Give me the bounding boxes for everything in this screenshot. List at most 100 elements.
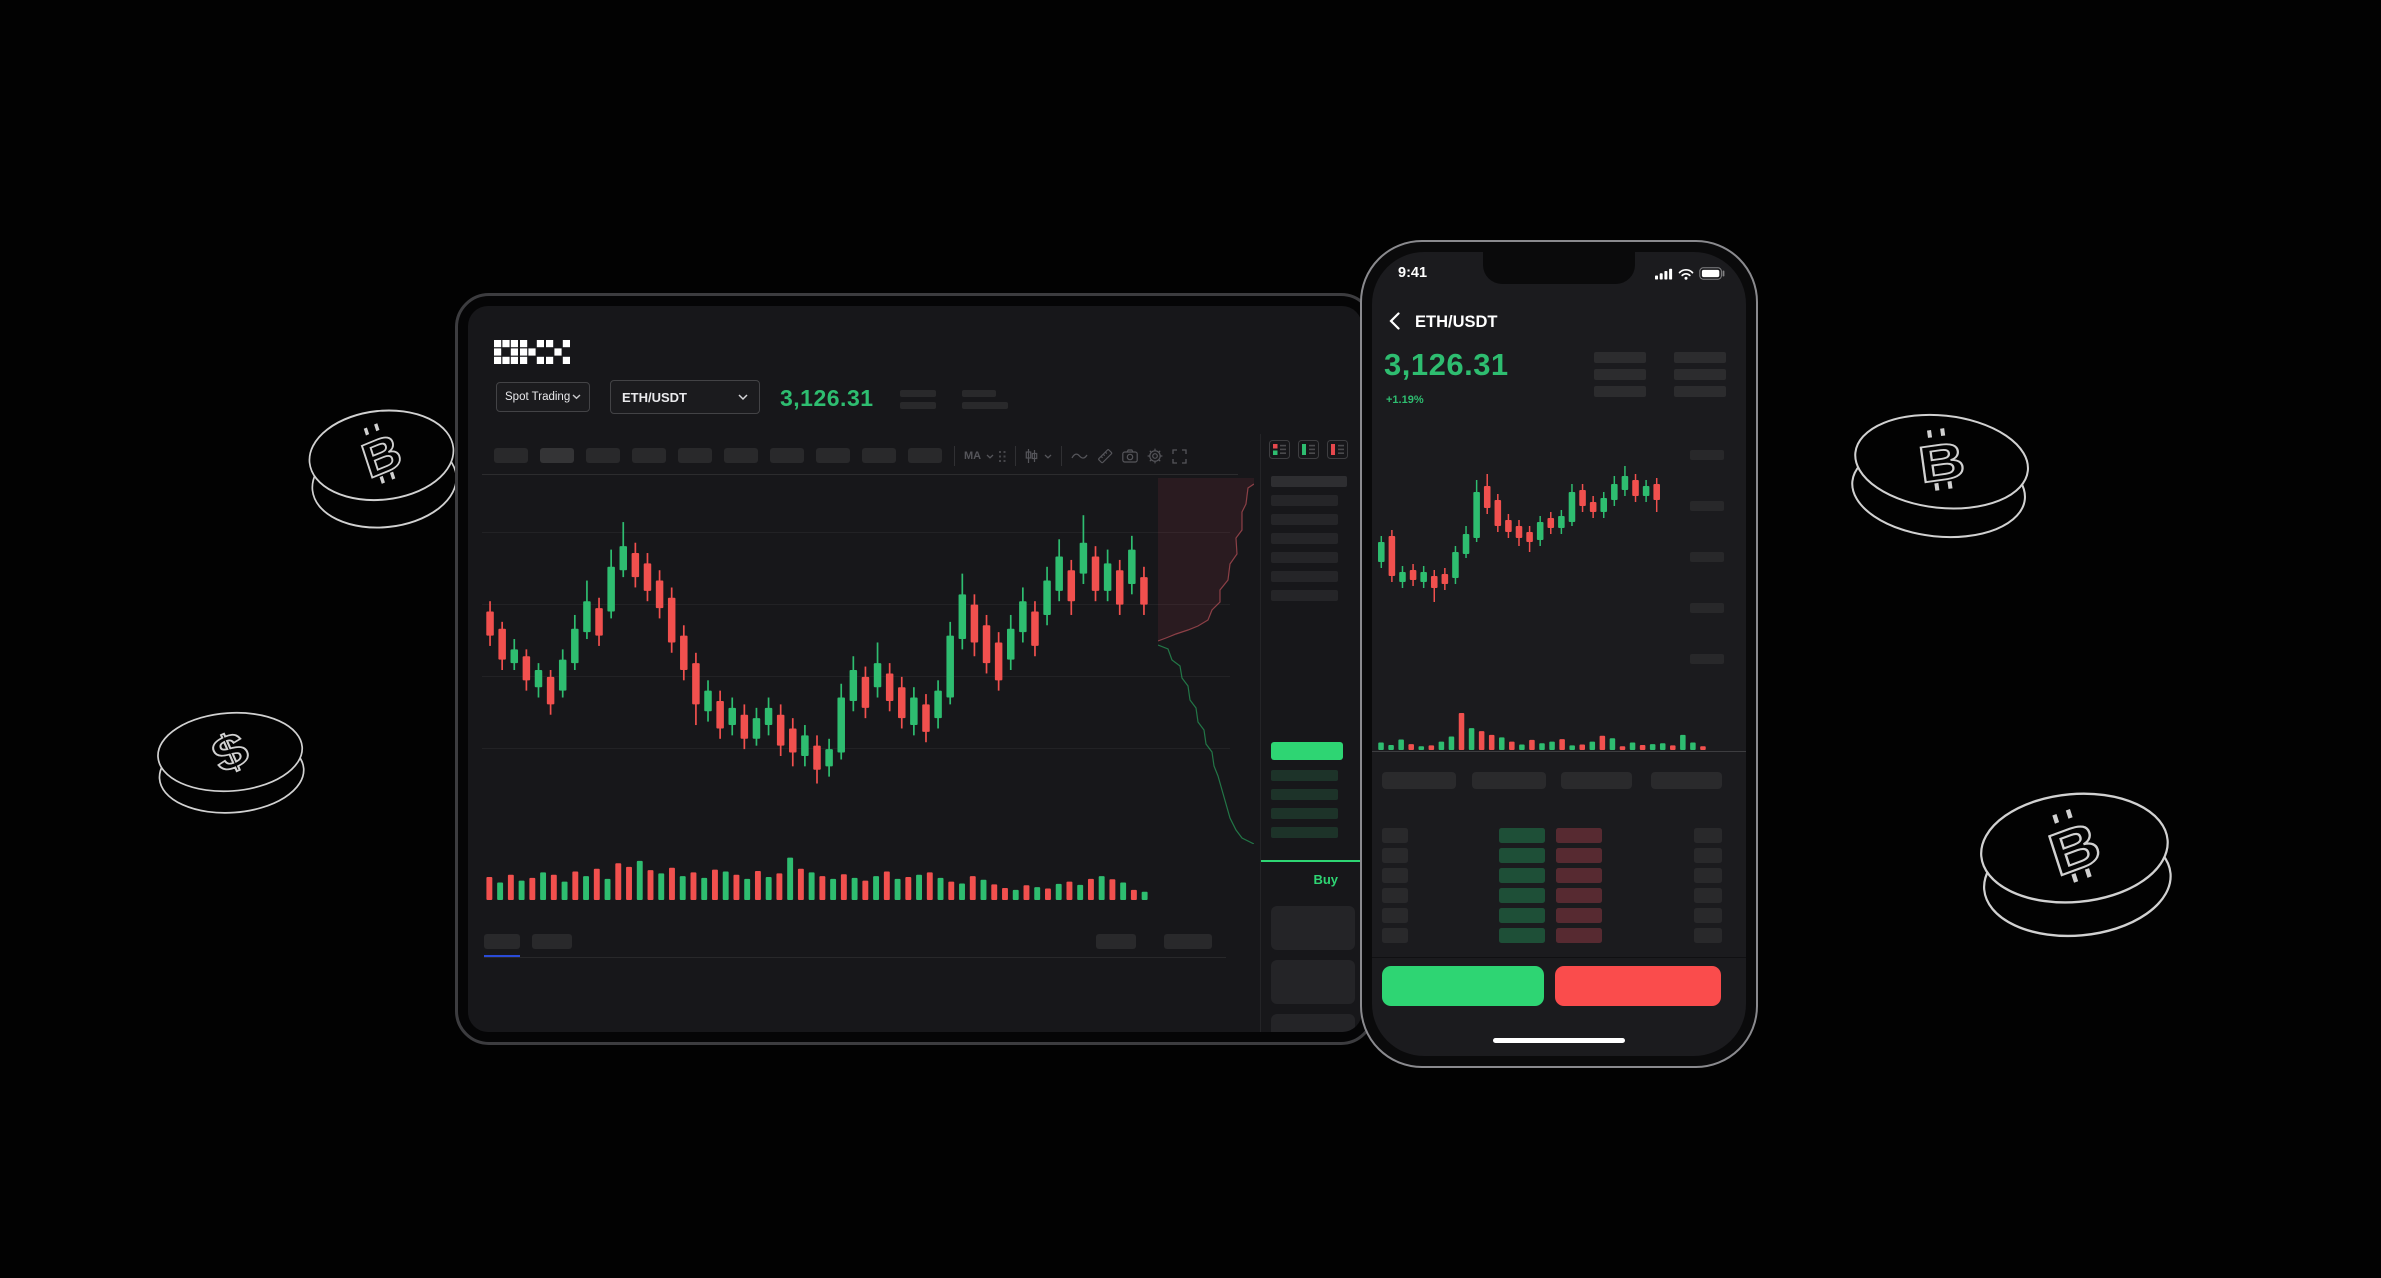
placeholder-row [1271,533,1338,544]
chevron-left-icon [1389,312,1400,330]
placeholder-row[interactable] [908,448,942,463]
placeholder-row[interactable] [632,448,666,463]
stats-placeholder-column [1594,352,1646,397]
indicator-dropdown[interactable]: MA [964,450,1006,462]
divider [954,446,955,466]
bottom-tab-placeholder[interactable] [532,934,572,949]
placeholder-row [1499,848,1545,863]
placeholder-row[interactable] [816,448,850,463]
back-button[interactable] [1389,312,1400,330]
indicator-label: MA [964,450,982,462]
placeholder-row [1556,868,1602,883]
placeholder-row [1271,1014,1355,1032]
placeholder-row[interactable] [540,448,574,463]
phone-mockup: 9:41 ETH/USDT 3,126.31 +1.19% [1360,240,1758,1068]
candle-style-dropdown[interactable] [1025,449,1052,463]
tab-placeholder[interactable] [1651,772,1722,789]
placeholder-row [1690,450,1724,460]
buy-button[interactable] [1382,966,1544,1006]
stats-placeholder-column [1674,352,1726,397]
pair-dropdown[interactable]: ETH/USDT [610,380,760,414]
fullscreen-icon[interactable] [1172,448,1187,464]
bottom-tab-placeholder[interactable] [1164,934,1212,949]
wave-tool-icon[interactable] [1071,451,1088,461]
placeholder-row[interactable] [770,448,804,463]
placeholder-row [1499,888,1545,903]
phone-notch [1483,252,1635,284]
candlestick-chart [484,498,1150,842]
change-percent: +1.19% [1386,394,1424,406]
orderbook-bid-bars [1499,828,1545,943]
tab-placeholder[interactable] [1561,772,1632,789]
stat-placeholder [962,390,996,397]
market-type-dropdown[interactable]: Spot Trading [496,382,590,412]
book-sell-icon[interactable] [1327,440,1348,459]
placeholder-row [1382,828,1408,843]
desktop-trading-app: Spot Trading ETH/USDT 3,126.31 MA [468,306,1362,1032]
book-both-icon[interactable] [1269,440,1290,459]
settings-icon[interactable] [1147,448,1163,464]
market-type-value: Spot Trading [505,391,571,403]
book-buy-icon[interactable] [1298,440,1319,459]
divider [482,474,1238,475]
bitcoin-coin-graphic [1959,767,2194,965]
placeholder-row [1556,848,1602,863]
tablet-mockup: Spot Trading ETH/USDT 3,126.31 MA [455,293,1375,1045]
sell-button[interactable] [1555,966,1721,1006]
placeholder-row [1694,848,1722,863]
divider [484,957,1226,958]
camera-icon[interactable] [1122,449,1138,463]
chart-toolbar: MA [954,444,1187,468]
placeholder-row [1690,552,1724,562]
placeholder-row [1382,848,1408,863]
price-axis-placeholders [1690,450,1724,664]
placeholder-row [1271,827,1338,838]
placeholder-row [1556,928,1602,943]
placeholder-row[interactable] [724,448,758,463]
placeholder-row [1271,590,1338,601]
tab-placeholder[interactable] [1472,772,1546,789]
placeholder-row [1271,571,1338,582]
status-icons [1655,267,1726,280]
ruler-icon[interactable] [1097,448,1113,464]
stat-placeholder [962,402,1008,409]
drag-dots-icon [999,450,1006,462]
divider [1015,446,1017,466]
placeholder-row[interactable] [862,448,896,463]
pair-value: ETH/USDT [622,389,687,405]
chevron-down-icon [572,394,581,400]
placeholder-row [1382,868,1408,883]
placeholder-row [1271,808,1338,819]
divider [1372,957,1746,958]
placeholder-row [1499,908,1545,923]
gridline [482,604,1230,605]
orderbook-bid-rows [1271,770,1338,838]
placeholder-row [1674,352,1726,363]
placeholder-row [1271,495,1338,506]
placeholder-row [1690,501,1724,511]
last-price: 3,126.31 [1384,347,1509,382]
wifi-icon [1678,268,1694,280]
bitcoin-coin-graphic [1831,390,2050,564]
placeholder-row [1271,476,1347,487]
placeholder-row [1499,868,1545,883]
bottom-tab-placeholder[interactable] [1096,934,1136,949]
placeholder-row [1674,369,1726,380]
placeholder-row[interactable] [494,448,528,463]
battery-icon [1699,267,1725,280]
stat-placeholder [900,390,936,397]
placeholder-row [1271,906,1355,950]
status-time: 9:41 [1398,265,1428,281]
tab-placeholder[interactable] [1382,772,1456,789]
buy-tab[interactable]: Buy [1313,872,1338,887]
depth-chart [1158,478,1254,844]
chevron-down-icon [986,454,994,459]
gridline [482,532,1230,533]
placeholder-row [1271,789,1338,800]
chart-baseline [1372,751,1746,752]
orderbook-ask-rows [1271,476,1347,601]
bottom-tab-placeholder[interactable] [484,934,520,949]
placeholder-row[interactable] [586,448,620,463]
placeholder-row[interactable] [678,448,712,463]
placeholder-row [1499,828,1545,843]
